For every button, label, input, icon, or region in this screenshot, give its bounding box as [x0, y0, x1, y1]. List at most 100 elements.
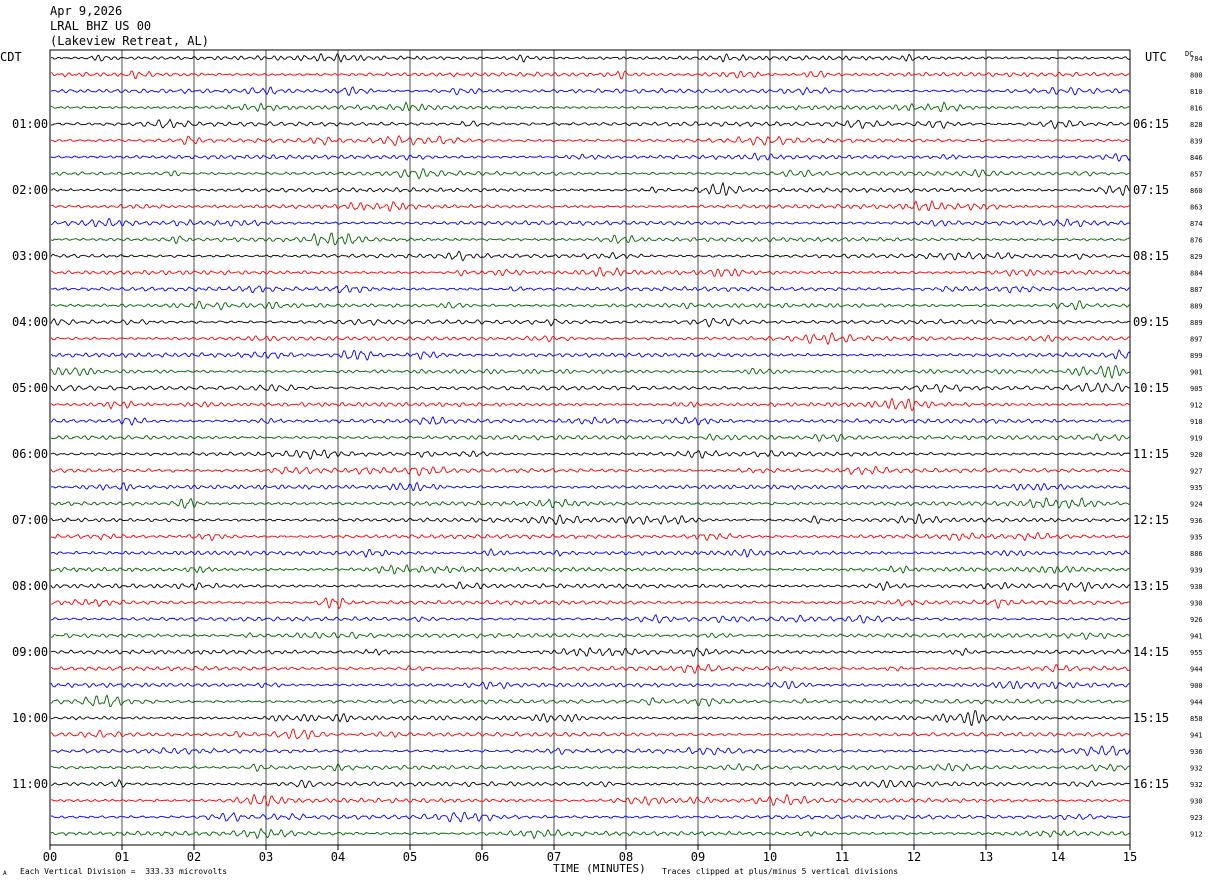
left-hour-label: 02:00 [12, 183, 48, 197]
dc-offset-label: 941 [1190, 633, 1203, 641]
left-hour-label: 07:00 [12, 513, 48, 527]
dc-offset-label: 944 [1190, 699, 1203, 707]
x-tick-label: 01 [115, 850, 129, 864]
left-hour-label: 05:00 [12, 381, 48, 395]
left-timezone-label: CDT [0, 50, 22, 64]
dc-offset-label: 889 [1190, 303, 1203, 311]
x-tick-label: 09 [691, 850, 705, 864]
clip-note: Traces clipped at plus/minus 5 vertical … [662, 867, 899, 876]
trace-22 [50, 397, 1131, 412]
dc-offset-label: 932 [1190, 781, 1203, 789]
dc-offset-label: 927 [1190, 468, 1203, 476]
x-tick-label: 04 [331, 850, 345, 864]
x-tick-label: 07 [547, 850, 561, 864]
dc-offset-label: 938 [1190, 583, 1203, 591]
trace-24 [50, 433, 1131, 443]
right-hour-label: 06:15 [1133, 117, 1169, 131]
trace-41 [50, 709, 1131, 726]
header-location: (Lakeview Retreat, AL) [50, 34, 209, 48]
x-tick-label: 02 [187, 850, 201, 864]
left-hour-label: 09:00 [12, 645, 48, 659]
dc-offset-label: 899 [1190, 352, 1203, 360]
trace-17 [50, 317, 1131, 328]
left-hour-label: 08:00 [12, 579, 48, 593]
trace-13 [50, 250, 1131, 262]
dc-offset-label: 897 [1190, 336, 1203, 344]
trace-16 [50, 300, 1131, 311]
right-hour-label: 12:15 [1133, 513, 1169, 527]
dc-offset-label: 884 [1190, 270, 1203, 278]
corner-mark: A [3, 870, 7, 877]
dc-offset-label: 944 [1190, 666, 1203, 674]
dc-offset-label: 939 [1190, 567, 1203, 575]
right-hour-label: 10:15 [1133, 381, 1169, 395]
trace-4 [50, 101, 1131, 113]
right-hour-label: 16:15 [1133, 777, 1169, 791]
dc-offset-label: 924 [1190, 501, 1203, 509]
trace-10 [50, 199, 1131, 213]
dc-offset-label: 923 [1190, 814, 1203, 822]
right-hour-label: 09:15 [1133, 315, 1169, 329]
right-timezone-label: UTC [1145, 50, 1167, 64]
dc-offset-label: 930 [1190, 600, 1203, 608]
right-hour-label: 14:15 [1133, 645, 1169, 659]
dc-offset-label: 876 [1190, 237, 1203, 245]
dc-offset-label: 935 [1190, 484, 1203, 492]
trace-40 [50, 694, 1131, 708]
trace-27 [50, 481, 1131, 492]
trace-29 [50, 513, 1131, 526]
header-date: Apr 9,2026 [50, 4, 123, 18]
right-hour-label: 08:15 [1133, 249, 1169, 263]
dc-offset-label: 860 [1190, 187, 1203, 195]
dc-label: DC [1185, 50, 1194, 58]
right-hour-label: 11:15 [1133, 447, 1169, 461]
right-hour-label: 13:15 [1133, 579, 1169, 593]
dc-offset-label: 955 [1190, 649, 1203, 657]
x-tick-label: 12 [907, 850, 921, 864]
x-tick-label: 13 [979, 850, 993, 864]
x-tick-label: 14 [1051, 850, 1065, 864]
trace-46 [50, 793, 1131, 807]
trace-34 [50, 597, 1131, 610]
dc-offset-label: 829 [1190, 253, 1203, 261]
left-hour-label: 04:00 [12, 315, 48, 329]
trace-6 [50, 135, 1131, 147]
trace-37 [50, 646, 1131, 657]
dc-offset-label: 863 [1190, 204, 1203, 212]
trace-23 [50, 415, 1131, 427]
dc-offset-label: 858 [1190, 715, 1203, 723]
x-tick-label: 00 [43, 850, 57, 864]
x-tick-label: 05 [403, 850, 417, 864]
dc-offset-label: 936 [1190, 517, 1203, 525]
x-tick-label: 15 [1123, 850, 1137, 864]
x-tick-label: 11 [835, 850, 849, 864]
trace-21 [50, 382, 1131, 393]
dc-offset-label: 912 [1190, 831, 1203, 839]
dc-offset-label: 941 [1190, 732, 1203, 740]
dc-offset-label: 810 [1190, 88, 1203, 96]
trace-31 [50, 548, 1131, 559]
dc-offset-label: 800 [1190, 72, 1203, 80]
left-hour-label: 06:00 [12, 447, 48, 461]
trace-28 [50, 497, 1131, 510]
trace-45 [50, 779, 1131, 789]
left-hour-label: 03:00 [12, 249, 48, 263]
right-hour-label: 07:15 [1133, 183, 1169, 197]
dc-offset-label: 839 [1190, 138, 1203, 146]
x-tick-label: 03 [259, 850, 273, 864]
trace-5 [50, 118, 1131, 130]
trace-26 [50, 465, 1131, 477]
left-hour-label: 01:00 [12, 117, 48, 131]
left-hour-label: 10:00 [12, 711, 48, 725]
trace-15 [50, 284, 1131, 294]
trace-43 [50, 745, 1131, 757]
trace-39 [50, 680, 1131, 690]
trace-30 [50, 531, 1131, 542]
trace-14 [50, 266, 1131, 278]
trace-42 [50, 728, 1131, 740]
dc-offset-label: 874 [1190, 220, 1203, 228]
trace-44 [50, 762, 1131, 773]
dc-offset-label: 936 [1190, 748, 1203, 756]
dc-offset-label: 912 [1190, 402, 1203, 410]
